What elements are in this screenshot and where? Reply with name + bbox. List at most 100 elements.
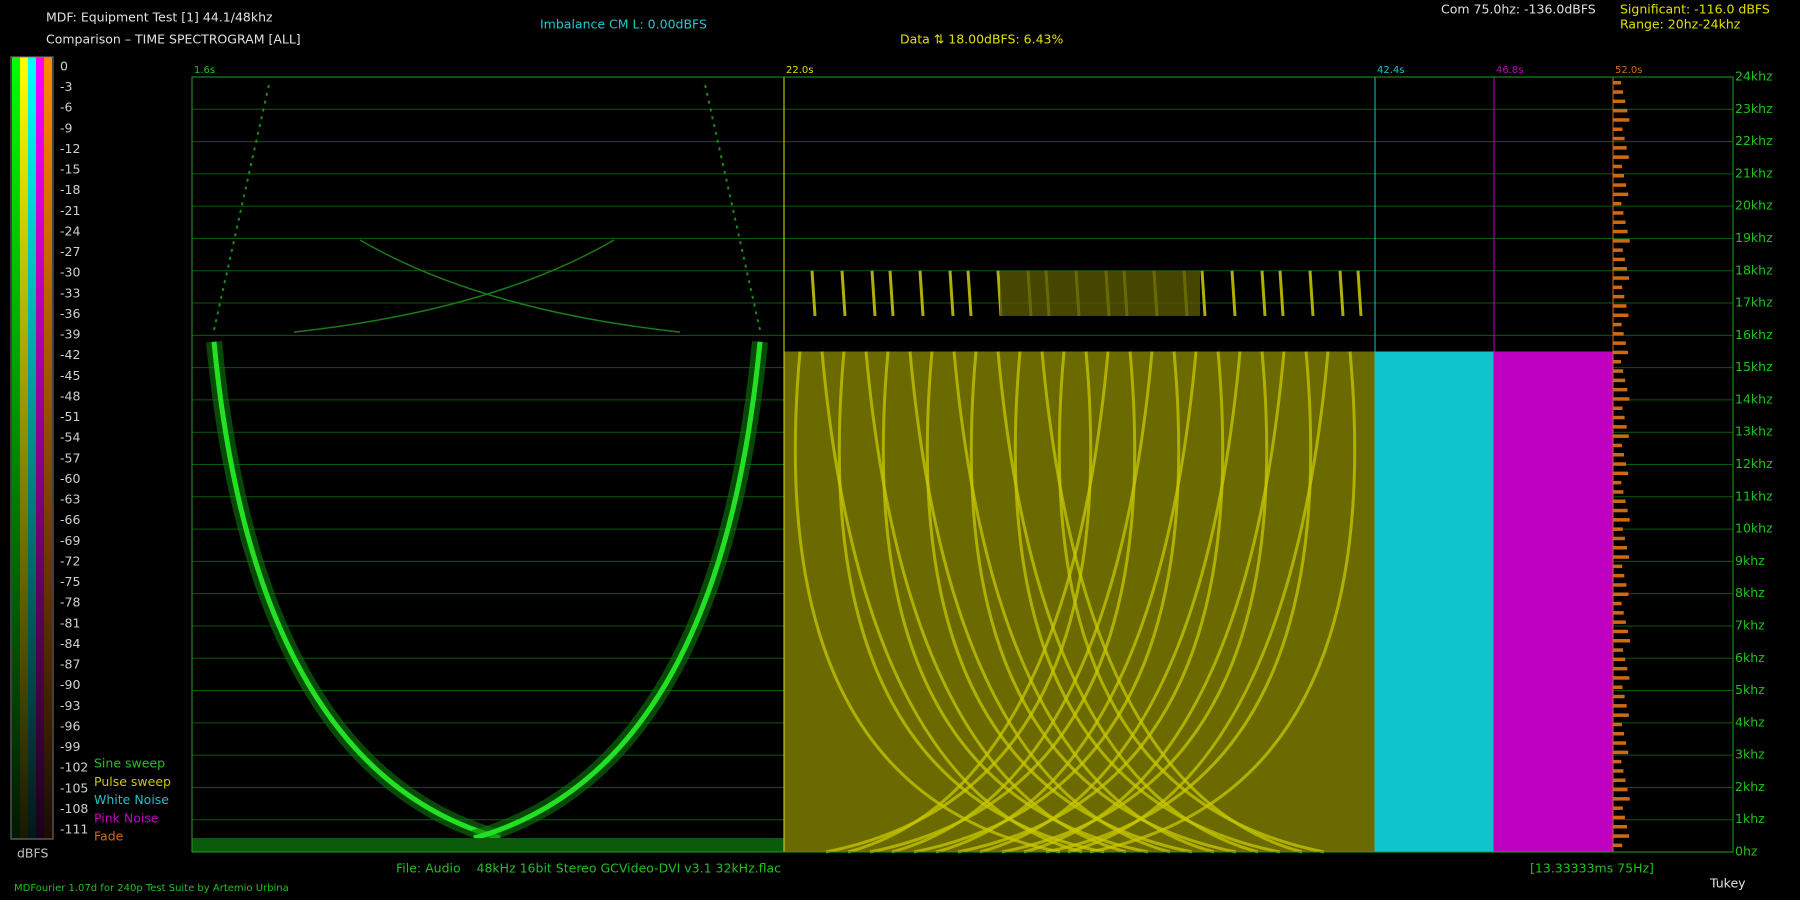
pulse-sweep-trace	[979, 351, 1242, 854]
frequency-label: 24khz	[1735, 69, 1773, 84]
pulse-sweep-mark	[1308, 270, 1315, 317]
frequency-label: 11khz	[1735, 488, 1773, 503]
sine-sweep-harmonic	[703, 79, 761, 331]
file-info: File: Audio 48kHz 16bit Stereo GCVideo-D…	[396, 861, 781, 876]
fade-stripe	[1613, 648, 1624, 652]
sine-sweep-harmonic	[359, 239, 681, 333]
frequency-label: 10khz	[1735, 521, 1773, 536]
fade-stripe	[1613, 620, 1626, 624]
legend-entry: Pulse sweep	[94, 774, 171, 789]
fade-stripe	[1613, 601, 1622, 606]
fade-stripe	[1613, 118, 1630, 122]
frequency-label: 3khz	[1735, 747, 1765, 762]
fade-stripe	[1613, 471, 1629, 476]
scale-label: -87	[60, 657, 80, 672]
fade-stripe	[1613, 183, 1627, 187]
fade-stripe	[1613, 499, 1626, 503]
pulse-sweep-mark	[918, 270, 925, 317]
scale-label: -102	[60, 760, 88, 775]
scale-label: -66	[60, 512, 80, 527]
fade-stripe	[1613, 174, 1624, 178]
scale-label: -42	[60, 347, 80, 362]
scale-label: -18	[60, 182, 80, 197]
legend-entry: Pink Noise	[94, 810, 159, 825]
fade-stripe	[1613, 462, 1627, 466]
fade-stripe	[1613, 397, 1630, 401]
fade-stripe	[1613, 378, 1626, 383]
scale-label: -3	[60, 79, 72, 94]
scale-label: -15	[60, 162, 80, 177]
fade-stripe	[1613, 285, 1623, 290]
pulse-sweep-mark	[1278, 270, 1285, 317]
noise-floor	[192, 838, 784, 852]
frequency-label: 6khz	[1735, 650, 1765, 665]
scale-unit: dBFS	[17, 846, 48, 861]
fade-stripe	[1613, 825, 1627, 829]
frequency-label: 8khz	[1735, 585, 1765, 600]
pulse-sweep-trace	[891, 351, 1154, 854]
scale-label: -9	[60, 120, 73, 135]
fade-stripe	[1613, 99, 1626, 104]
fade-stripe	[1613, 480, 1622, 485]
fade-stripe	[1613, 732, 1624, 736]
sine-sweep-glow	[471, 341, 768, 846]
pulse-sweep-trace	[793, 351, 1061, 854]
pulse-sweep-trace	[1013, 351, 1281, 854]
frequency-label: 0hz	[1735, 844, 1758, 859]
scale-label: -45	[60, 368, 80, 383]
fade-stripe	[1613, 564, 1623, 569]
time-marker-label: 52.0s	[1615, 65, 1642, 76]
frequency-label: 13khz	[1735, 424, 1773, 439]
frequency-label: 5khz	[1735, 682, 1765, 697]
scale-label: -90	[60, 677, 80, 692]
pulse-sweep-trace	[1089, 351, 1357, 854]
range-info: Range: 20hz-24khz	[1620, 17, 1741, 32]
sine-sweep-harmonic	[213, 79, 271, 331]
frequency-label: 2khz	[1735, 779, 1765, 794]
fade-stripe	[1613, 518, 1630, 522]
pulse-sweep-mark	[840, 270, 847, 317]
fade-stripe	[1613, 694, 1625, 699]
frequency-label: 1khz	[1735, 811, 1765, 826]
fade-stripe	[1613, 657, 1626, 662]
scale-label: -60	[60, 471, 80, 486]
fade-stripe	[1613, 750, 1629, 755]
scale-label: -54	[60, 430, 80, 445]
fade-stripe	[1613, 229, 1628, 234]
fade-stripe	[1613, 759, 1622, 764]
fade-stripe	[1613, 136, 1625, 141]
time-marker-label: 42.4s	[1377, 65, 1404, 76]
legend-entry: Fade	[94, 829, 124, 844]
fade-stripe	[1613, 778, 1626, 782]
fade-stripe	[1613, 676, 1630, 680]
legend-entry: Sine sweep	[94, 756, 165, 771]
pulse-sweep-trace	[881, 351, 1149, 854]
fade-stripe	[1613, 536, 1625, 541]
scale-label: -108	[60, 801, 88, 816]
scale-label: 0	[60, 59, 68, 74]
fade-stripe	[1613, 704, 1627, 708]
pulse-sweep-mark	[1200, 270, 1207, 317]
fade-stripe	[1613, 108, 1628, 113]
pulse-sweep-trace	[1067, 351, 1330, 854]
time-marker-label: 46.8s	[1496, 65, 1523, 76]
scale-label: -39	[60, 327, 80, 342]
fade-stripe	[1613, 304, 1627, 308]
fade-stripe	[1613, 155, 1629, 159]
imbalance: Imbalance CM L: 0.00dBFS	[540, 17, 707, 32]
frequency-label: 21khz	[1735, 165, 1773, 180]
legend-entry: White Noise	[94, 792, 169, 807]
fade-stripe	[1613, 267, 1627, 271]
frequency-label: 4khz	[1735, 714, 1765, 729]
scale-label: -69	[60, 533, 80, 548]
fade-stripe	[1613, 239, 1630, 243]
pulse-sweep-mark	[948, 270, 955, 317]
fade-stripe	[1613, 341, 1626, 345]
fade-stripe	[1613, 211, 1624, 215]
pulse-sweep-trace	[1023, 351, 1286, 854]
fade-stripe	[1613, 248, 1623, 252]
frequency-label: 9khz	[1735, 553, 1765, 568]
fade-stripe	[1613, 592, 1629, 596]
